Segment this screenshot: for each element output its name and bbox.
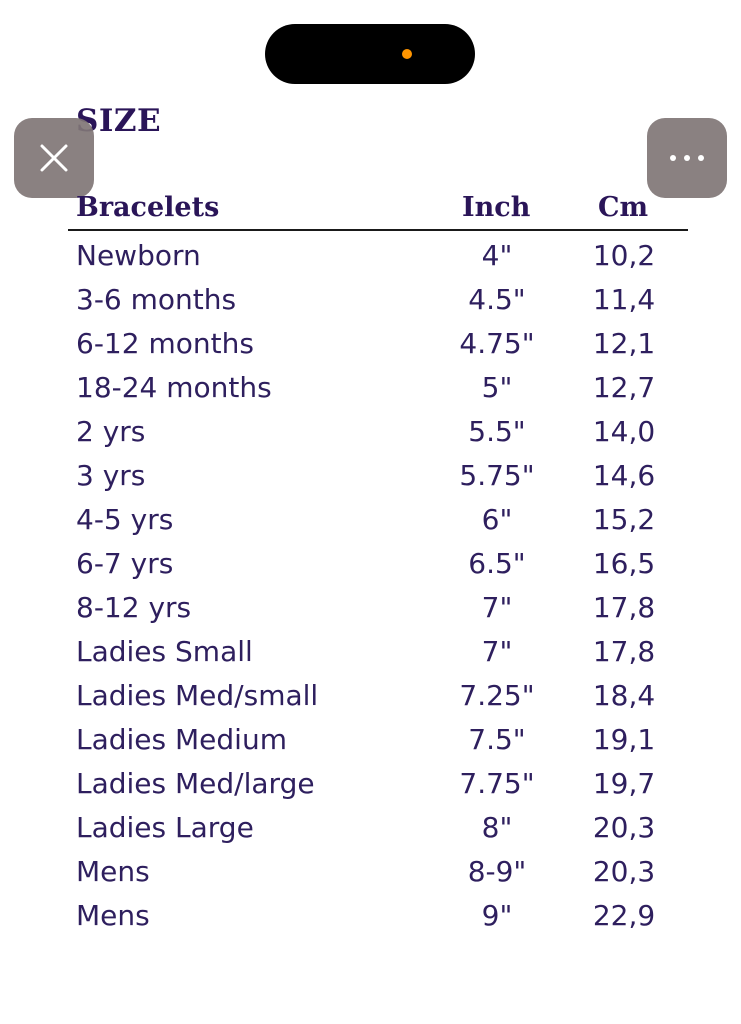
table-row: Newborn 4" 10,2 [76, 234, 688, 278]
more-options-button[interactable] [647, 118, 727, 198]
size-cm: 16,5 [592, 547, 656, 580]
size-label: 8-12 yrs [76, 591, 192, 624]
size-cm: 11,4 [592, 283, 656, 316]
size-inch: 4.5" [468, 283, 526, 316]
size-label: 6-7 yrs [76, 547, 174, 580]
size-cm: 17,8 [592, 591, 656, 624]
size-cm: 20,3 [592, 855, 656, 888]
size-inch: 7.25" [459, 679, 535, 712]
table-row: 2 yrs 5.5" 14,0 [76, 410, 688, 454]
size-inch: 7.75" [459, 767, 535, 800]
table-row: 6-12 months 4.75" 12,1 [76, 322, 688, 366]
size-label: 18-24 months [76, 371, 272, 404]
size-inch: 7" [481, 635, 513, 668]
size-inch: 7" [481, 591, 513, 624]
size-table-header: Bracelets Inch Cm [76, 192, 688, 230]
size-inch: 7.5" [468, 723, 526, 756]
size-inch: 6.5" [468, 547, 526, 580]
size-inch: 8-9" [467, 855, 527, 888]
size-label: 3 yrs [76, 459, 146, 492]
size-cm: 14,0 [592, 415, 656, 448]
size-inch: 5.75" [459, 459, 535, 492]
size-inch: 5" [481, 371, 513, 404]
size-cm: 12,7 [592, 371, 656, 404]
size-cm: 19,7 [592, 767, 656, 800]
table-row: Mens 9" 22,9 [76, 894, 688, 938]
size-cm: 20,3 [592, 811, 656, 844]
size-label: 4-5 yrs [76, 503, 174, 536]
size-label: Mens [76, 899, 150, 932]
size-cm: 18,4 [592, 679, 656, 712]
size-label: Ladies Med/small [76, 679, 319, 712]
size-label: 3-6 months [76, 283, 237, 316]
table-row: 4-5 yrs 6" 15,2 [76, 498, 688, 542]
size-cm: 22,9 [592, 899, 656, 932]
size-inch: 8" [481, 811, 513, 844]
table-row: Ladies Med/large 7.75" 19,7 [76, 762, 688, 806]
table-row: Ladies Medium 7.5" 19,1 [76, 718, 688, 762]
size-cm: 17,8 [592, 635, 656, 668]
table-row: 18-24 months 5" 12,7 [76, 366, 688, 410]
header-inch: Inch [462, 192, 531, 223]
size-inch: 9" [481, 899, 513, 932]
recording-indicator-dot [402, 49, 412, 59]
table-row: Ladies Med/small 7.25" 18,4 [76, 674, 688, 718]
size-label: Ladies Med/large [76, 767, 315, 800]
table-row: 8-12 yrs 7" 17,8 [76, 586, 688, 630]
size-inch: 5.5" [468, 415, 526, 448]
size-cm: 15,2 [592, 503, 656, 536]
close-icon [40, 144, 68, 172]
close-button[interactable] [14, 118, 94, 198]
size-cm: 19,1 [592, 723, 656, 756]
size-table-body: Newborn 4" 10,2 3-6 months 4.5" 11,4 6-12 mo… [76, 234, 688, 938]
size-cm: 14,6 [592, 459, 656, 492]
header-cm: Cm [598, 192, 649, 223]
size-label: Ladies Medium [76, 723, 287, 756]
size-label: 6-12 months [76, 327, 254, 360]
table-row: Ladies Small 7" 17,8 [76, 630, 688, 674]
more-horizontal-icon [670, 155, 704, 161]
table-row: Ladies Large 8" 20,3 [76, 806, 688, 850]
size-label: Ladies Large [76, 811, 254, 844]
size-label: Ladies Small [76, 635, 253, 668]
size-inch: 4" [481, 239, 513, 272]
size-label: 2 yrs [76, 415, 146, 448]
size-label: Newborn [76, 239, 201, 272]
table-row: 6-7 yrs 6.5" 16,5 [76, 542, 688, 586]
size-cm: 12,1 [592, 327, 656, 360]
size-inch: 4.75" [459, 327, 535, 360]
table-row: Mens 8-9" 20,3 [76, 850, 688, 894]
table-row: 3 yrs 5.75" 14,6 [76, 454, 688, 498]
dynamic-island [265, 24, 475, 84]
size-cm: 10,2 [592, 239, 656, 272]
header-divider [68, 229, 688, 231]
size-label: Mens [76, 855, 150, 888]
size-inch: 6" [481, 503, 513, 536]
table-row: 3-6 months 4.5" 11,4 [76, 278, 688, 322]
header-bracelets: Bracelets [76, 192, 220, 223]
